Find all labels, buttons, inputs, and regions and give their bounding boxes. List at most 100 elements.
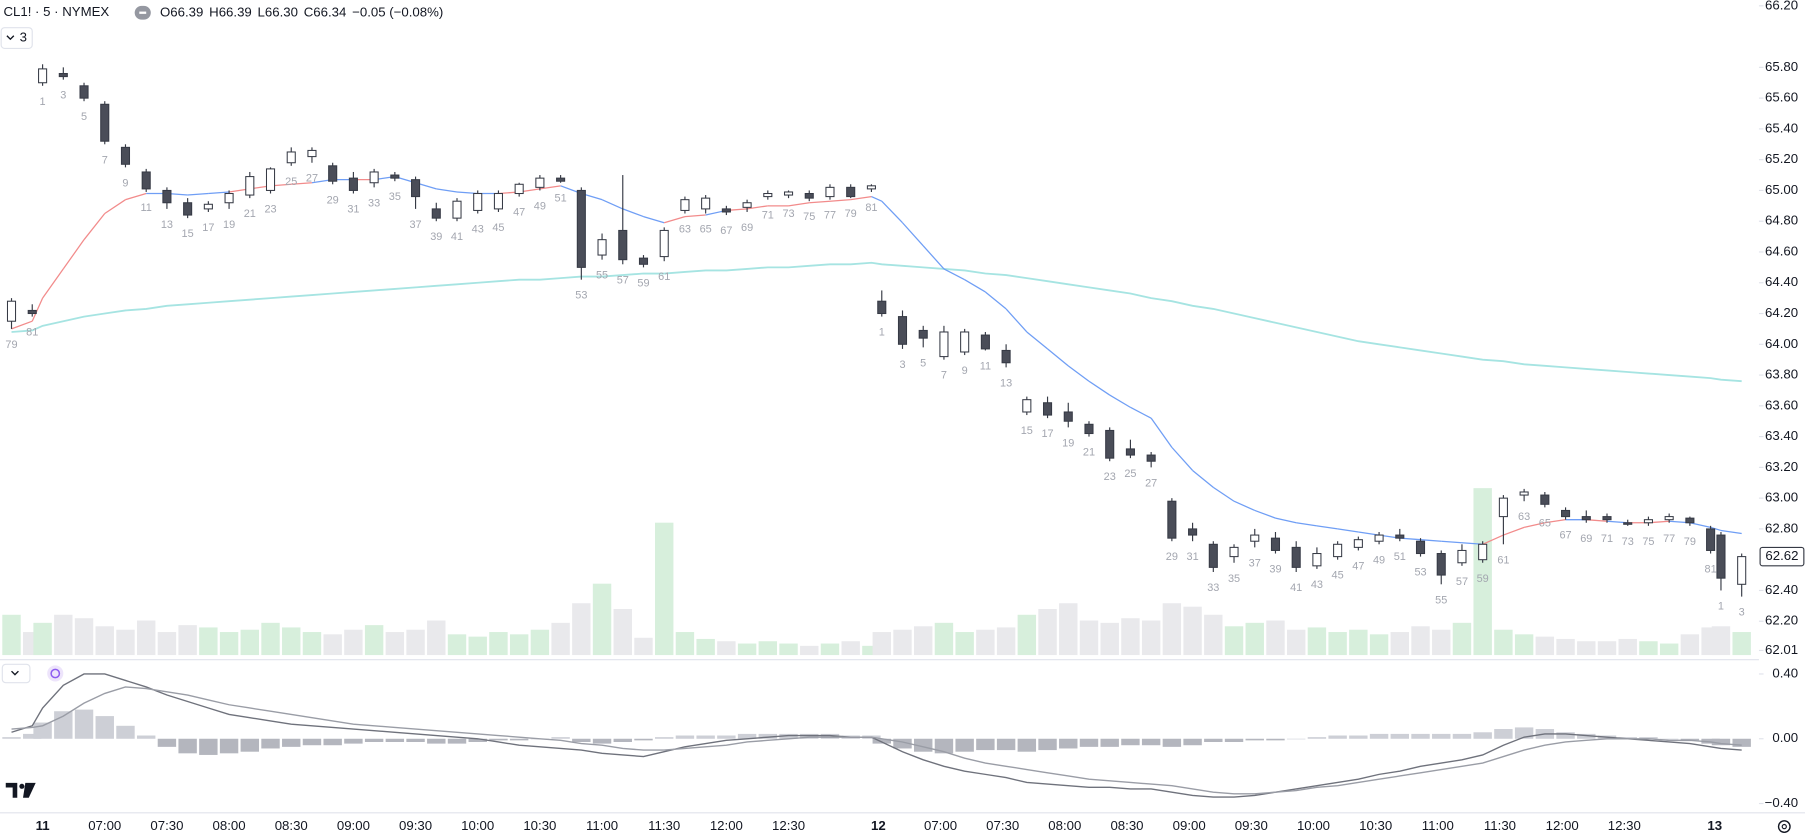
candle-body: [141, 171, 151, 190]
vwap-segment: [850, 195, 872, 201]
x-tick-label: 07:00: [924, 818, 957, 833]
toggle-box[interactable]: [0, 27, 33, 49]
vwap-segment: [622, 208, 644, 218]
candle-body: [38, 68, 48, 84]
x-tick-label: 08:00: [213, 818, 246, 833]
bar-number: 53: [1414, 567, 1426, 579]
legend-value: 66.39: [219, 4, 252, 19]
volume-bar: [1121, 618, 1140, 656]
volume-bar: [1535, 636, 1555, 656]
vwap-segment: [1254, 509, 1276, 519]
sync-icon[interactable]: [50, 668, 61, 679]
volume-bar: [530, 629, 550, 656]
vwap-segment: [83, 213, 106, 241]
macd-toggle[interactable]: [1, 663, 31, 684]
vwap-segment: [1130, 406, 1152, 419]
candle-body: [390, 174, 400, 179]
bar-number: 81: [865, 202, 877, 214]
volume-bar: [74, 618, 94, 656]
macd-histogram: [302, 738, 322, 746]
volume-bar: [406, 629, 425, 656]
vwap-segment: [1109, 394, 1131, 408]
macd-histogram: [1059, 738, 1078, 749]
x-tick-label: 07:30: [150, 818, 183, 833]
vwap-segment: [747, 205, 768, 210]
candle-body: [866, 185, 876, 190]
volume-bar: [1514, 634, 1534, 656]
volume-bar: [1369, 634, 1389, 656]
volume-bar: [1432, 629, 1451, 656]
vwap-segment: [1233, 500, 1256, 512]
volume-bar: [717, 641, 736, 656]
bar-number: 33: [1207, 582, 1219, 594]
y-tick-label: 64.60: [1765, 243, 1798, 258]
macd-histogram: [934, 738, 954, 754]
volume-bar: [1659, 643, 1679, 656]
bar-number: 69: [1580, 533, 1592, 545]
volume-bar: [136, 620, 156, 656]
bar-number: 1: [1718, 600, 1724, 612]
settings-icon[interactable]: [1777, 820, 1791, 834]
macd-histogram: [1556, 732, 1575, 739]
price-tag-label: 62.62: [1765, 548, 1798, 563]
candle-body: [877, 300, 887, 315]
ohlc-legend: O66.39 H66.39 L66.30 C66.34 −0.05 (−0.08%): [160, 4, 443, 19]
bar-number: 19: [1062, 437, 1074, 449]
bar-number: 27: [306, 173, 318, 185]
vwap-segment: [1523, 522, 1545, 528]
macd-histogram: [592, 738, 612, 744]
candle-body: [1395, 534, 1405, 539]
x-tick-label: 13: [1707, 818, 1722, 833]
bar-number: 37: [1249, 557, 1261, 569]
vwap-segment: [964, 279, 986, 293]
vwap-segment: [902, 222, 924, 247]
volume-bar: [551, 622, 570, 656]
candle-body: [1084, 423, 1094, 435]
bar-number: 35: [389, 191, 401, 203]
volume-bar: [696, 638, 715, 656]
sync-icon-bg[interactable]: [47, 665, 64, 682]
volume-bar: [1245, 622, 1264, 656]
x-tick-label: 12:30: [772, 818, 805, 833]
bar-number: 79: [5, 339, 17, 351]
candle-body: [473, 192, 483, 211]
macd-histogram: [1577, 733, 1596, 739]
candle-body: [411, 179, 421, 198]
vwap-segment: [1192, 469, 1214, 488]
bar-number: 67: [1559, 530, 1571, 542]
macd-histogram: [696, 735, 715, 739]
bar-number: 37: [409, 219, 421, 231]
candle-body: [245, 176, 255, 196]
volume-bar: [199, 627, 218, 656]
volume-bar: [872, 632, 891, 656]
candle-body: [369, 171, 379, 184]
volume-bar: [54, 614, 73, 656]
macd-histogram: [1732, 738, 1751, 747]
volume-bar: [509, 634, 529, 656]
vwap-segment: [601, 199, 624, 210]
candle-body: [1581, 516, 1591, 521]
bar-number: 59: [1477, 573, 1489, 585]
volume-bar: [489, 632, 508, 656]
macd-histogram: [955, 738, 974, 752]
volume-bar: [1577, 641, 1596, 656]
vwap-segment: [291, 182, 313, 185]
x-tick-label: 11:00: [1422, 818, 1454, 833]
candle-body: [1188, 528, 1198, 536]
candle-body: [846, 186, 856, 198]
candle-body: [1250, 534, 1260, 542]
macd-histogram: [364, 738, 384, 742]
macd-histogram: [779, 733, 798, 739]
volume-bar: [1349, 629, 1368, 656]
gear[interactable]: [1777, 820, 1791, 834]
x-tick-label: 10:30: [1359, 818, 1392, 833]
candle-body: [1643, 519, 1653, 524]
x-tick-label: 12:00: [1546, 818, 1579, 833]
candle-body: [286, 151, 296, 164]
candle-body: [618, 229, 628, 261]
indicators-toggle[interactable]: 3: [0, 27, 33, 49]
vwap-segment: [643, 215, 665, 224]
candle-body: [1167, 500, 1177, 539]
candle-body: [960, 331, 970, 353]
